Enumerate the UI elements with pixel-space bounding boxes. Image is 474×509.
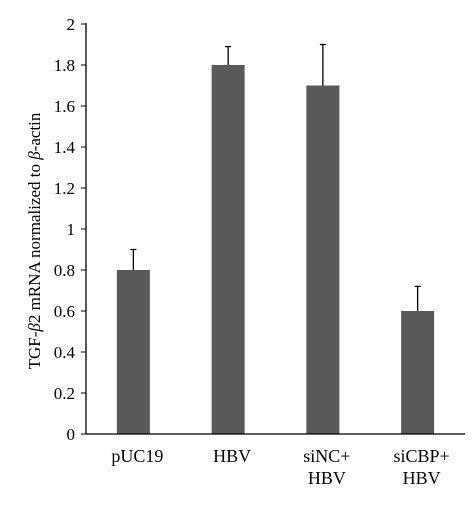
error-bars bbox=[130, 43, 421, 311]
y-tick-label: 0.2 bbox=[54, 384, 75, 403]
x-category-label: siNC+ bbox=[303, 446, 350, 466]
y-axis-label-part: β bbox=[25, 151, 44, 161]
y-axis-label-part: TGF- bbox=[25, 331, 44, 369]
y-tick-label: 0 bbox=[67, 425, 76, 444]
y-tick-label: 0.4 bbox=[54, 343, 76, 362]
y-tick-label: 0.6 bbox=[54, 302, 75, 321]
bar bbox=[306, 85, 340, 434]
y-tick-label: 0.8 bbox=[54, 261, 75, 280]
y-tick-label: 1 bbox=[67, 220, 76, 239]
x-category-label: HBV bbox=[308, 468, 346, 488]
y-axis-label-part: -actin bbox=[25, 112, 44, 151]
y-tick-label: 1.8 bbox=[54, 56, 75, 75]
y-axis-label-part: β bbox=[25, 323, 44, 333]
x-category-label: pUC19 bbox=[111, 446, 163, 466]
bar bbox=[211, 65, 245, 434]
bars bbox=[116, 65, 435, 434]
y-axis-ticks: 0 0.2 0.4 0.6 0.8 1 1.2 1.4 1.6 1.8 2 bbox=[54, 15, 86, 444]
y-axis-title: TGF-β2 mRNA normalized to β-actin bbox=[25, 112, 44, 369]
bar bbox=[116, 270, 150, 434]
y-tick-label: 1.2 bbox=[54, 179, 75, 198]
y-tick-label: 2 bbox=[67, 15, 76, 34]
x-category-label: HBV bbox=[403, 468, 441, 488]
y-axis-label: TGF-β2 mRNA normalized to β-actin bbox=[25, 112, 44, 369]
bar bbox=[401, 311, 435, 434]
y-axis-label-part: 2 mRNA normalized to bbox=[25, 160, 44, 323]
y-tick-label: 1.4 bbox=[54, 138, 76, 157]
y-tick-label: 1.6 bbox=[54, 97, 75, 116]
axes bbox=[85, 23, 465, 435]
x-category-label: siCBP+ bbox=[394, 446, 450, 466]
x-category-label: HBV bbox=[213, 446, 251, 466]
